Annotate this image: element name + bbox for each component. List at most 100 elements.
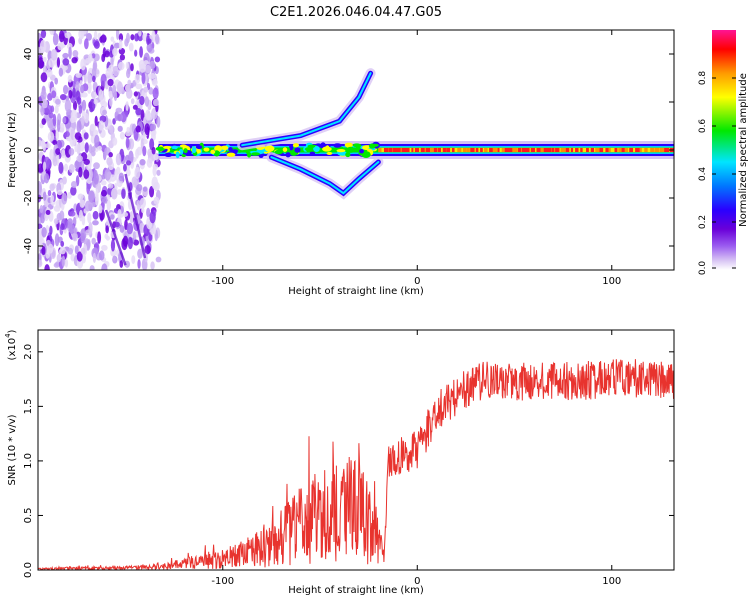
band-peak	[378, 148, 382, 152]
noise-blob	[134, 49, 138, 57]
noise-blob	[58, 67, 64, 77]
noise-blob	[72, 100, 78, 111]
colorbar-tick-label: 0.2	[698, 215, 708, 229]
noise-blob	[110, 239, 116, 252]
chart-title: C2E1.2026.046.04.47.G05	[270, 5, 442, 20]
noise-blob	[146, 35, 150, 46]
noise-blob	[104, 50, 110, 58]
noise-blob	[68, 147, 75, 156]
noise-blob	[52, 33, 59, 46]
noise-blob	[110, 36, 115, 42]
noise-blob	[38, 163, 44, 173]
band-peak	[551, 148, 555, 152]
noise-blob	[51, 90, 57, 99]
band-speckle	[313, 145, 320, 153]
band-peak	[543, 148, 549, 152]
noise-blob	[41, 118, 46, 126]
noise-blob	[57, 43, 64, 51]
noise-blob	[135, 148, 140, 159]
band-peak	[508, 148, 513, 152]
noise-blob	[84, 142, 89, 153]
band-speckle	[326, 151, 333, 155]
noise-blob	[76, 251, 83, 262]
noise-blob	[150, 261, 155, 270]
noise-blob	[52, 139, 58, 146]
band-peak	[525, 148, 530, 152]
noise-blob	[61, 192, 68, 205]
noise-blob	[80, 232, 86, 244]
noise-blob	[83, 158, 90, 165]
noise-blob	[133, 239, 140, 246]
noise-blob	[89, 123, 96, 132]
noise-blob	[91, 146, 96, 153]
noise-blob	[92, 252, 97, 264]
band-speckle	[307, 144, 316, 148]
noise-blob	[100, 180, 107, 186]
noise-blob	[75, 90, 81, 103]
colorbar-ticks: 0.0 0.2 0.4 0.6 0.8	[698, 71, 736, 275]
noise-blob	[105, 225, 109, 234]
noise-blob	[76, 120, 82, 133]
band-peak	[512, 148, 518, 152]
noise-blob	[144, 96, 150, 107]
noise-blob	[98, 89, 104, 102]
band-peak	[425, 148, 431, 152]
noise-blob	[53, 218, 59, 225]
noise-blob	[151, 78, 158, 86]
noise-blob	[39, 204, 44, 214]
noise-blob	[139, 159, 146, 166]
noise-blob	[80, 247, 86, 255]
band-peak	[570, 148, 574, 152]
snr-x-tick-label: -100	[211, 576, 234, 587]
noise-blob	[125, 61, 129, 70]
noise-blob	[116, 113, 123, 122]
noise-blob	[53, 262, 60, 268]
noise-blob	[104, 168, 111, 181]
snr-y-tick-label: 1.5	[23, 398, 34, 414]
spectrogram-y-tick-label: -20	[23, 190, 34, 206]
noise-blob	[101, 53, 106, 63]
noise-blob	[130, 98, 135, 105]
noise-blob	[92, 210, 99, 220]
band-peak	[635, 148, 640, 152]
band-peak	[664, 148, 670, 152]
noise-blob	[61, 255, 66, 268]
noise-blob	[68, 164, 75, 174]
noise-blob	[123, 163, 127, 172]
noise-blob	[41, 245, 46, 256]
noise-blob	[122, 211, 129, 218]
noise-blob	[38, 223, 43, 230]
band-peak	[475, 148, 479, 152]
band-peak	[595, 148, 601, 152]
snr-y-tick-label: 0.5	[23, 508, 34, 524]
main-band	[155, 141, 674, 159]
noise-blob	[74, 245, 79, 255]
noise-blob	[64, 99, 72, 113]
noise-blob	[84, 200, 92, 212]
noise-blob	[125, 101, 129, 112]
noise-blob	[49, 120, 54, 133]
spectrogram-y-tick-label: 40	[23, 48, 34, 61]
noise-blob	[76, 143, 81, 155]
noise-blob	[98, 120, 105, 131]
band-peak	[536, 148, 542, 152]
noise-blob	[59, 93, 67, 101]
band-speckle	[228, 147, 233, 152]
band-peak	[575, 148, 579, 152]
band-peak	[442, 148, 446, 152]
noise-blob	[48, 243, 54, 254]
band-speckle	[163, 145, 172, 149]
band-peak	[650, 148, 655, 152]
snr-plot-area	[38, 359, 674, 570]
noise-blob	[106, 194, 111, 201]
band-peak	[451, 148, 455, 152]
noise-blob	[58, 162, 64, 174]
noise-blob	[141, 72, 146, 85]
band-speckle	[309, 151, 316, 155]
colorbar: 0.0 0.2 0.4 0.6 0.8 Normalized spectral ampl…	[698, 30, 749, 275]
upper-branch	[237, 68, 376, 151]
band-speckle	[359, 148, 364, 154]
noise-blob	[112, 137, 118, 146]
spectrogram-x-axis: -100 0 100	[211, 30, 621, 287]
